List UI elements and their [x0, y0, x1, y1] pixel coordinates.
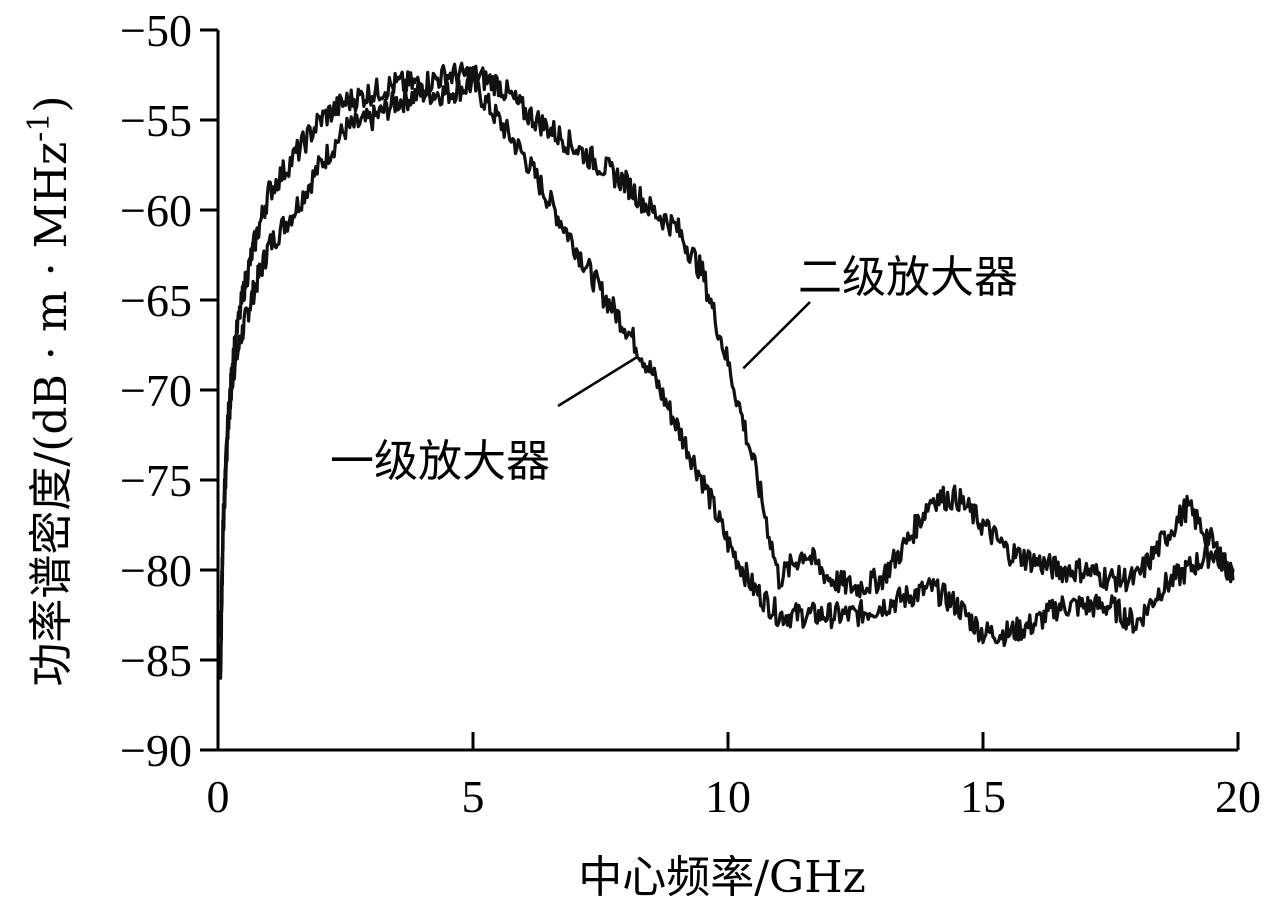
y-tick-label: −65	[120, 275, 192, 326]
y-tick-label: −80	[120, 545, 192, 596]
series-layer: 一级放大器 二级放大器	[219, 61, 1235, 680]
annotation-label: 二级放大器	[798, 252, 1018, 303]
x-tick-label: 15	[960, 771, 1006, 822]
x-tick-label: 10	[705, 771, 751, 822]
annotation-leader-line	[557, 356, 637, 408]
y-axis-title-close: )	[26, 95, 77, 112]
y-tick-label: −55	[120, 95, 192, 146]
y-tick-label: −60	[120, 185, 192, 236]
y-tick-label: −50	[120, 5, 192, 56]
series-line-2: 二级放大器	[219, 61, 1235, 638]
annotation-label: 一级放大器	[330, 436, 550, 487]
x-tick-label: 5	[462, 771, 485, 822]
y-tick-label: −75	[120, 455, 192, 506]
y-tick-label: −90	[120, 725, 192, 776]
axes: −50 −55 −60 −65 −70 −75 −80 −85 −90 0 5 10 15 20	[120, 5, 1261, 822]
y-axis-title: 功率谱密度/(dB · m · MHz-1)	[22, 95, 78, 686]
y-axis-title-sup: -1	[22, 113, 57, 142]
annotation-leader-line	[742, 301, 811, 370]
x-tick-label: 20	[1215, 771, 1261, 822]
y-axis-title-main: 功率谱密度/(dB · m · MHz	[26, 142, 77, 687]
y-tick-label: −70	[120, 365, 192, 416]
series-line-1: 一级放大器	[219, 72, 1235, 680]
x-tick-label: 0	[207, 771, 230, 822]
y-tick-label: −85	[120, 635, 192, 686]
x-axis-title: 中心频率/GHz	[578, 852, 866, 903]
